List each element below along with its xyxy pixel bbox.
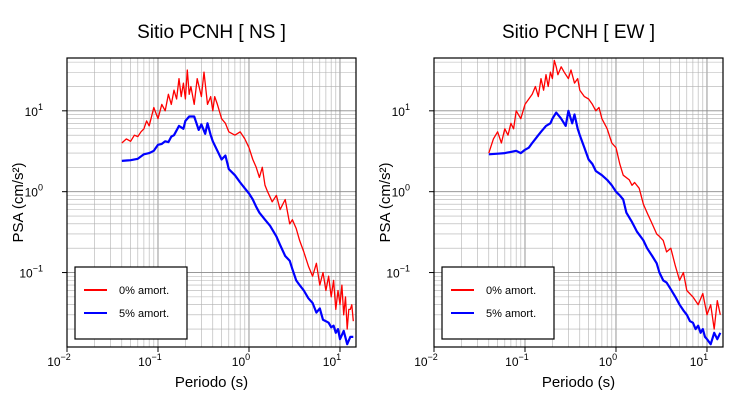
chart-panel-ns: Sitio PCNH [ NS ]10−2 10−1 100 10110−110010… <box>10 22 357 391</box>
x-tick-label: 10−1 <box>505 352 529 369</box>
y-tick-base: 10 <box>392 105 406 119</box>
chart-title: Sitio PCNH [ EW ] <box>502 22 655 43</box>
y-axis-label: PSA (cm/s²) <box>377 162 394 242</box>
y-tick-base: 10 <box>386 267 400 281</box>
y-tick-exponent: 1 <box>405 102 410 112</box>
y-tick-exponent: 1 <box>38 102 43 112</box>
x-tick-base: 10 <box>690 355 704 369</box>
x-tick-exponent: −1 <box>519 352 529 362</box>
x-tick-base: 10 <box>505 355 519 369</box>
x-tick-label: 101 <box>690 352 708 369</box>
y-tick-label: 10−1 <box>19 264 43 281</box>
y-tick-label: 100 <box>25 183 43 200</box>
y-tick-label: 101 <box>25 102 43 119</box>
x-tick-exponent: 1 <box>336 352 341 362</box>
x-tick-exponent: −1 <box>152 352 162 362</box>
legend: 0% amort. 5% amort. <box>74 266 188 340</box>
y-tick-label: 100 <box>392 183 410 200</box>
y-tick-base: 10 <box>25 105 39 119</box>
grid-lines <box>66 58 356 347</box>
x-tick-exponent: −2 <box>61 352 71 362</box>
y-tick-exponent: −1 <box>400 264 410 274</box>
y-tick-label: 101 <box>392 102 410 119</box>
y-tick-exponent: 0 <box>405 183 410 193</box>
x-tick-base: 10 <box>323 355 337 369</box>
legend-box <box>441 266 555 340</box>
y-tick-base: 10 <box>25 186 39 200</box>
x-tick-base: 10 <box>138 355 152 369</box>
x-tick-base: 10 <box>47 355 61 369</box>
y-tick-exponent: −1 <box>33 264 43 274</box>
legend-label: 0% amort. <box>119 285 169 297</box>
legend-label: 5% amort. <box>119 308 169 320</box>
y-tick-label: 10−1 <box>386 264 410 281</box>
chart-panel-ew: Sitio PCNH [ EW ]10−2 10−1 100 10110−110010… <box>377 22 724 391</box>
series-line-5-amort <box>121 115 354 346</box>
x-tick-exponent: 0 <box>245 352 250 362</box>
chart-title: Sitio PCNH [ NS ] <box>137 22 286 43</box>
series-line-0-amort <box>121 69 354 330</box>
y-axis-label: PSA (cm/s²) <box>10 162 27 242</box>
series-line-5-amort <box>488 109 722 346</box>
legend-label: 0% amort. <box>486 285 536 297</box>
x-tick-exponent: 0 <box>612 352 617 362</box>
x-tick-label: 100 <box>232 352 250 369</box>
x-tick-label: 10−2 <box>414 352 438 369</box>
x-tick-base: 10 <box>232 355 246 369</box>
legend-label: 5% amort. <box>486 308 536 320</box>
x-tick-base: 10 <box>599 355 613 369</box>
x-axis-label: Periodo (s) <box>175 374 248 391</box>
legend-box <box>74 266 188 340</box>
x-tick-label: 101 <box>323 352 341 369</box>
y-tick-base: 10 <box>19 267 33 281</box>
plot-frame <box>66 57 357 348</box>
x-tick-exponent: 1 <box>703 352 708 362</box>
series-line-0-amort <box>488 59 721 330</box>
plot-frame <box>433 57 724 348</box>
legend: 0% amort. 5% amort. <box>441 266 555 340</box>
x-axis-label: Periodo (s) <box>542 374 615 391</box>
x-tick-label: 10−1 <box>138 352 162 369</box>
y-tick-exponent: 0 <box>38 183 43 193</box>
x-tick-label: 10−2 <box>47 352 71 369</box>
x-tick-exponent: −2 <box>428 352 438 362</box>
x-tick-label: 100 <box>599 352 617 369</box>
x-tick-base: 10 <box>414 355 428 369</box>
y-tick-base: 10 <box>392 186 406 200</box>
